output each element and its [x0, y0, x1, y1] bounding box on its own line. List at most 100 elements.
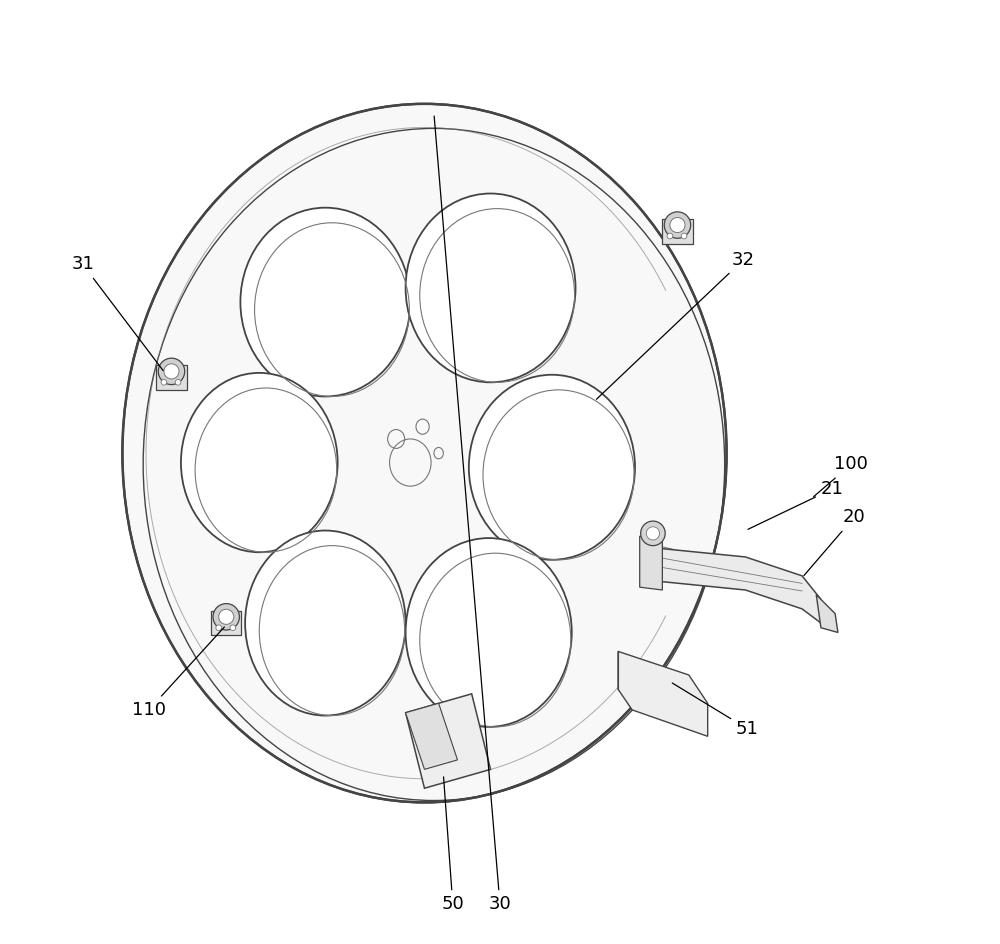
- Polygon shape: [159, 620, 183, 634]
- Polygon shape: [565, 757, 577, 763]
- Polygon shape: [124, 406, 146, 430]
- Text: 20: 20: [804, 508, 865, 576]
- Polygon shape: [218, 708, 242, 716]
- Polygon shape: [521, 780, 536, 784]
- Polygon shape: [691, 606, 696, 621]
- Circle shape: [641, 521, 665, 546]
- Polygon shape: [297, 769, 319, 774]
- Polygon shape: [180, 658, 204, 670]
- Polygon shape: [232, 722, 256, 731]
- Text: 110: 110: [132, 627, 224, 719]
- Polygon shape: [143, 581, 167, 597]
- Ellipse shape: [240, 208, 410, 396]
- Polygon shape: [640, 536, 662, 590]
- Polygon shape: [211, 700, 235, 710]
- Polygon shape: [484, 792, 500, 796]
- Polygon shape: [127, 384, 149, 409]
- Polygon shape: [530, 775, 544, 781]
- Text: 100: 100: [814, 455, 868, 497]
- Polygon shape: [651, 548, 821, 623]
- Polygon shape: [125, 396, 147, 419]
- Polygon shape: [613, 719, 623, 727]
- Polygon shape: [130, 362, 153, 388]
- Text: 21: 21: [748, 480, 844, 530]
- Polygon shape: [271, 754, 295, 760]
- Circle shape: [175, 379, 181, 385]
- Polygon shape: [398, 800, 418, 801]
- Ellipse shape: [245, 531, 406, 716]
- Polygon shape: [465, 796, 482, 800]
- Polygon shape: [122, 439, 143, 462]
- Polygon shape: [164, 631, 188, 644]
- Polygon shape: [342, 787, 363, 792]
- Polygon shape: [406, 703, 458, 769]
- Polygon shape: [134, 548, 157, 566]
- Polygon shape: [712, 544, 716, 562]
- Circle shape: [681, 233, 687, 239]
- Polygon shape: [127, 516, 150, 536]
- Polygon shape: [446, 799, 464, 801]
- Circle shape: [664, 211, 691, 238]
- Polygon shape: [124, 483, 145, 504]
- Polygon shape: [137, 560, 160, 577]
- Polygon shape: [198, 684, 222, 695]
- Polygon shape: [648, 680, 655, 690]
- Polygon shape: [126, 506, 148, 526]
- Polygon shape: [493, 789, 509, 793]
- Polygon shape: [360, 793, 381, 797]
- Text: 51: 51: [672, 683, 759, 738]
- Circle shape: [667, 233, 673, 239]
- Ellipse shape: [181, 373, 338, 552]
- FancyBboxPatch shape: [156, 365, 187, 390]
- Polygon shape: [548, 767, 561, 772]
- Polygon shape: [147, 591, 170, 606]
- Circle shape: [164, 363, 179, 379]
- Polygon shape: [370, 795, 390, 799]
- Circle shape: [158, 358, 185, 384]
- Ellipse shape: [469, 375, 635, 560]
- Polygon shape: [280, 759, 303, 765]
- Polygon shape: [379, 797, 399, 800]
- Polygon shape: [255, 742, 279, 749]
- Polygon shape: [122, 450, 143, 472]
- Circle shape: [230, 625, 236, 631]
- Polygon shape: [174, 649, 198, 662]
- Polygon shape: [240, 730, 263, 736]
- Circle shape: [216, 625, 222, 631]
- Polygon shape: [151, 600, 174, 616]
- Text: 30: 30: [434, 116, 511, 914]
- FancyBboxPatch shape: [662, 219, 693, 244]
- Polygon shape: [598, 733, 608, 740]
- Polygon shape: [186, 666, 210, 679]
- Polygon shape: [123, 429, 144, 451]
- Polygon shape: [323, 781, 345, 785]
- Circle shape: [219, 609, 234, 624]
- Polygon shape: [169, 640, 193, 653]
- Polygon shape: [204, 692, 228, 702]
- Polygon shape: [695, 596, 700, 612]
- Text: 32: 32: [596, 250, 755, 399]
- Polygon shape: [503, 786, 518, 790]
- Polygon shape: [129, 528, 152, 547]
- Polygon shape: [436, 800, 455, 802]
- Polygon shape: [816, 595, 838, 632]
- Ellipse shape: [406, 194, 576, 382]
- Polygon shape: [699, 585, 704, 601]
- Polygon shape: [706, 565, 711, 582]
- Polygon shape: [131, 538, 154, 557]
- Polygon shape: [672, 645, 677, 657]
- Circle shape: [161, 379, 167, 385]
- Polygon shape: [573, 751, 585, 757]
- Polygon shape: [247, 736, 271, 743]
- Polygon shape: [122, 462, 144, 483]
- Polygon shape: [682, 625, 687, 639]
- Polygon shape: [192, 676, 216, 686]
- Ellipse shape: [122, 104, 727, 802]
- Ellipse shape: [406, 538, 572, 727]
- Polygon shape: [288, 765, 311, 769]
- Text: 31: 31: [71, 255, 163, 371]
- Polygon shape: [512, 783, 527, 787]
- Polygon shape: [666, 653, 672, 666]
- Polygon shape: [306, 773, 328, 779]
- Polygon shape: [351, 790, 372, 795]
